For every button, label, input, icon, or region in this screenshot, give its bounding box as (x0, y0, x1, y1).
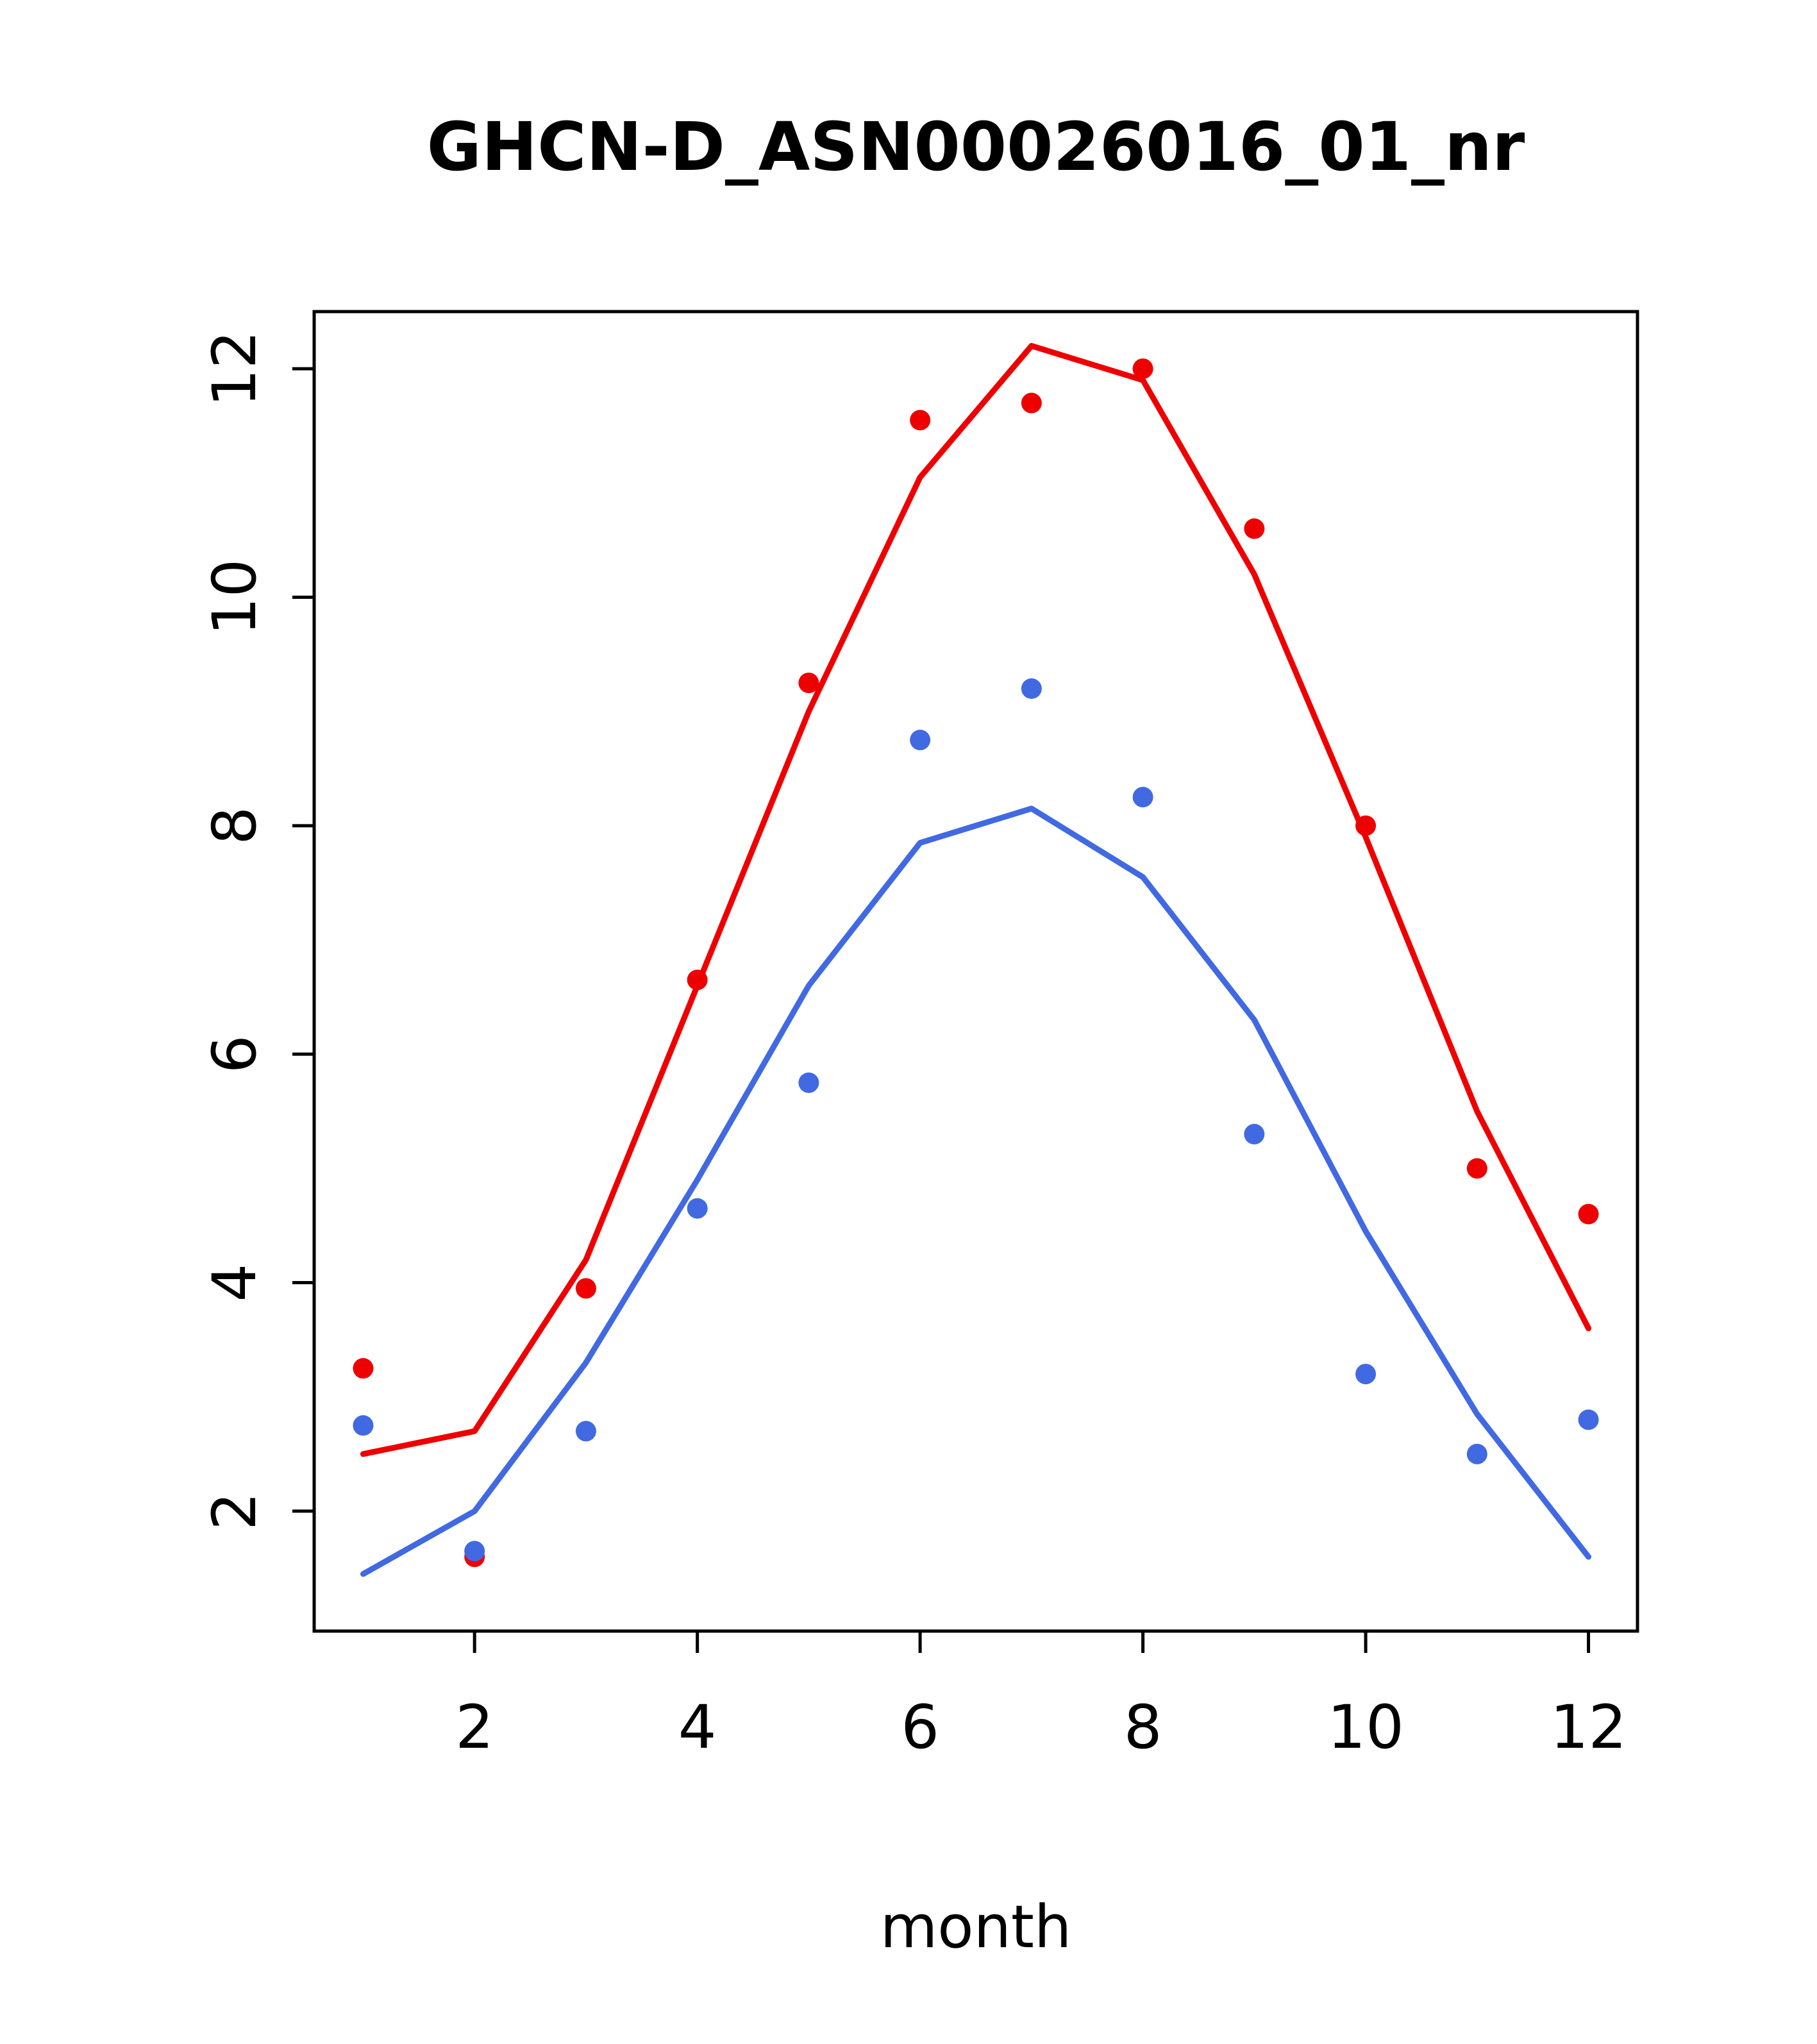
blue-points-marker (1132, 787, 1153, 808)
red-points-marker (798, 673, 819, 694)
y-tick-label: 6 (200, 1035, 270, 1073)
blue-line (360, 805, 1592, 1577)
red-points-marker (910, 410, 931, 431)
red-points-marker (1466, 1158, 1487, 1179)
chart-title: GHCN-D_ASN00026016_01_nr (426, 108, 1525, 186)
red-line (360, 342, 1592, 1457)
x-axis-title: month (880, 1893, 1072, 1961)
blue-points-marker (1466, 1443, 1487, 1464)
red-points-marker (1021, 392, 1042, 414)
blue-points-marker (1355, 1364, 1377, 1385)
red-points-marker (1578, 1203, 1599, 1225)
blue-points-marker (575, 1421, 596, 1442)
x-tick-label: 2 (455, 1693, 494, 1763)
x-tick-label: 10 (1327, 1693, 1404, 1763)
blue-points-marker (910, 730, 931, 751)
blue-points-marker (1021, 678, 1042, 699)
y-tick-label: 2 (200, 1492, 270, 1530)
y-tick-label: 12 (200, 330, 270, 407)
blue-points-marker (798, 1072, 819, 1093)
x-tick-label: 12 (1550, 1693, 1627, 1763)
blue-points-marker (1244, 1123, 1265, 1144)
y-tick-label: 10 (200, 559, 270, 636)
x-tick-label: 8 (1124, 1693, 1162, 1763)
red-points-marker (1355, 815, 1377, 836)
x-tick-label: 4 (678, 1693, 717, 1763)
y-tick-label: 8 (200, 807, 270, 845)
red-points-marker (687, 969, 708, 991)
blue-points-marker (353, 1415, 374, 1436)
red-points-marker (575, 1278, 596, 1299)
blue-points-marker (1578, 1409, 1599, 1430)
blue-points-marker (687, 1198, 708, 1219)
x-tick-label: 6 (901, 1693, 939, 1763)
blue-points-marker (464, 1541, 485, 1562)
red-points-marker (353, 1358, 374, 1379)
red-points-marker (1132, 358, 1153, 380)
plot-box (312, 310, 1639, 1633)
red-points-marker (1244, 518, 1265, 539)
y-tick-label: 4 (200, 1264, 270, 1302)
